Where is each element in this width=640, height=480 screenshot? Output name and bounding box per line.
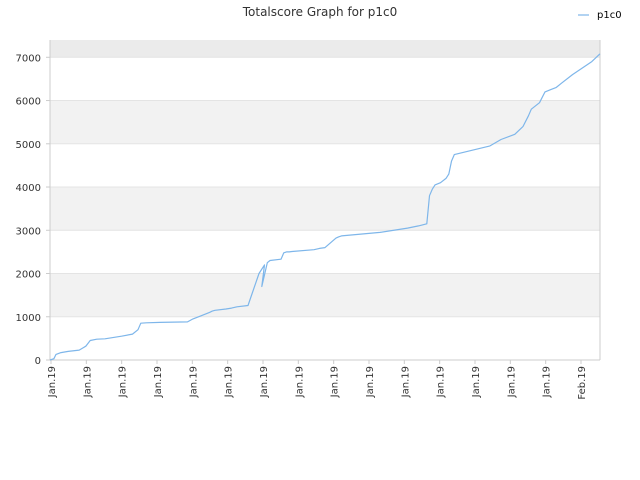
y-tick-label: 7000 (16, 53, 41, 64)
x-tick-label: Jan.19 (294, 366, 305, 398)
y-tick-label: 3000 (16, 226, 41, 237)
plot-band (50, 187, 600, 231)
x-tick-label: Jan.19 (259, 366, 270, 398)
x-tick-label: Jan.19 (436, 366, 447, 398)
plot-band (50, 230, 600, 274)
series-layer (49, 53, 601, 361)
plot-band (50, 273, 600, 317)
y-axis-ticks: 0 1000 2000 3000 4000 5000 6000 7000 (16, 53, 50, 367)
axes (49, 40, 601, 361)
x-tick-label: Jan.19 (400, 366, 411, 398)
x-tick-label: Jan.19 (365, 366, 376, 398)
x-tick-label: Jan.19 (153, 366, 164, 398)
plot-band (50, 100, 600, 144)
x-tick-label: Jan.19 (330, 366, 341, 398)
gridlines (50, 56, 600, 361)
series-line-p1c0 (49, 53, 601, 361)
x-tick-label: Jan.19 (47, 366, 58, 398)
x-tick-label: Jan.19 (471, 366, 482, 398)
x-axis-ticks: Jan.19 Jan.19 Jan.19 Jan.19 Jan.19 Jan.19 Jan.… (47, 360, 588, 400)
plot-band (50, 316, 600, 360)
plot-bands (50, 40, 600, 360)
x-tick-label: Jan.19 (224, 366, 235, 398)
y-tick-label: 6000 (16, 97, 41, 108)
legend-label: p1c0 (597, 10, 622, 21)
y-tick-label: 0 (35, 356, 41, 367)
x-tick-label: Jan.19 (188, 366, 199, 398)
y-tick-label: 5000 (16, 140, 41, 151)
legend: p1c0 (578, 10, 622, 21)
x-tick-label: Jan.19 (82, 366, 93, 398)
plot-band (50, 57, 600, 101)
chart-title: Totalscore Graph for p1c0 (242, 5, 398, 19)
y-tick-label: 2000 (16, 270, 41, 281)
plot-band (50, 40, 600, 58)
x-tick-label: Feb.19 (577, 366, 588, 400)
x-tick-label: Jan.19 (506, 366, 517, 398)
y-tick-label: 1000 (16, 313, 41, 324)
y-tick-label: 4000 (16, 183, 41, 194)
x-tick-label: Jan.19 (118, 366, 129, 398)
plot-band (50, 143, 600, 188)
x-tick-label: Jan.19 (542, 366, 553, 398)
